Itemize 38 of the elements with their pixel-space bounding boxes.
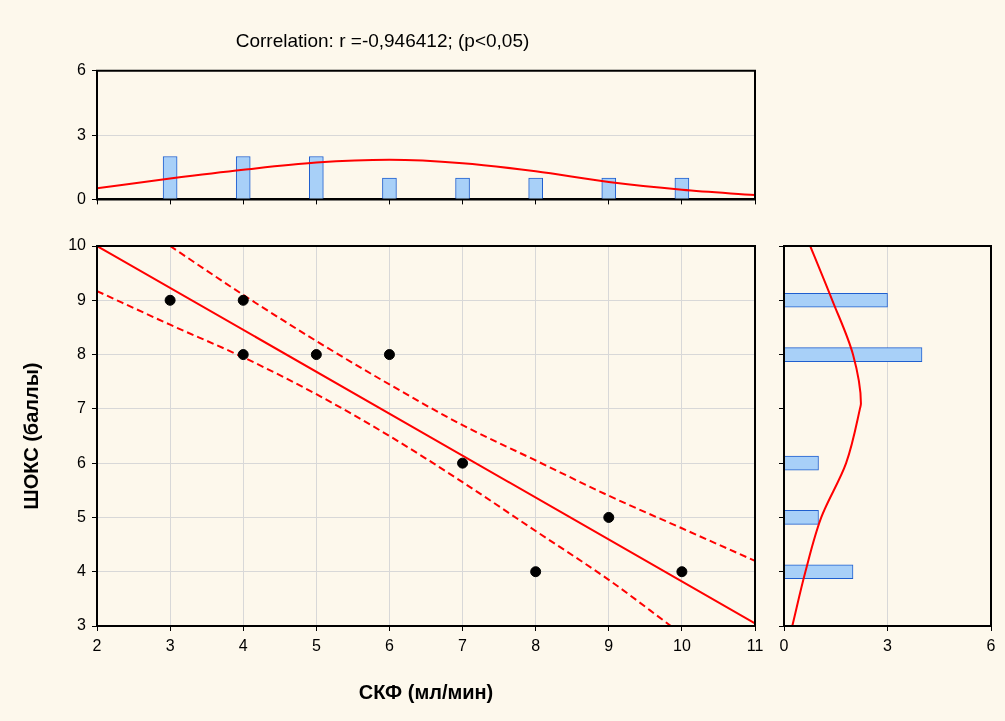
point [603,511,615,523]
y-tick-label: 9 [77,290,87,308]
x-tick-label: 10 [672,637,691,655]
point [310,349,322,361]
y-tick-label: 10 [68,236,87,254]
y-tick-label: 6 [77,61,87,79]
x-tick-label: 6 [986,637,996,655]
y-tick-label: 7 [77,399,87,417]
x-tick-label: 9 [604,637,614,655]
y-tick-label: 3 [77,125,87,143]
line-series [97,290,672,626]
y-tick-label: 0 [77,189,87,207]
x-tick-label: 0 [779,637,789,655]
x-tick-label: 3 [883,637,893,655]
y-tick-label: 3 [77,616,87,634]
x-tick-label: 7 [458,637,468,655]
point [676,566,688,578]
x-tick-label: 2 [92,637,102,655]
y-axis-title: ШОКС (баллы) [19,362,42,510]
line-series [169,246,755,562]
x-tick-label: 11 [746,637,764,655]
x-axis-title: СКФ (мл/мин) [358,680,494,703]
point [383,349,395,361]
point [530,566,542,578]
point [237,294,249,306]
chart-title: Correlation: r =-0,946412; (p<0,05) [235,29,530,51]
x-tick-label: 8 [531,637,541,655]
y-tick-label: 4 [77,562,87,580]
x-tick-label: 5 [311,637,321,655]
y-tick-label: 6 [77,453,87,471]
point [164,294,176,306]
y-tick-label: 8 [77,344,87,362]
x-tick-label: 3 [165,637,175,655]
y-tick-label: 5 [77,507,87,525]
point [457,457,469,469]
x-tick-label: 4 [238,637,248,655]
point [237,349,249,361]
x-tick-label: 6 [384,637,394,655]
